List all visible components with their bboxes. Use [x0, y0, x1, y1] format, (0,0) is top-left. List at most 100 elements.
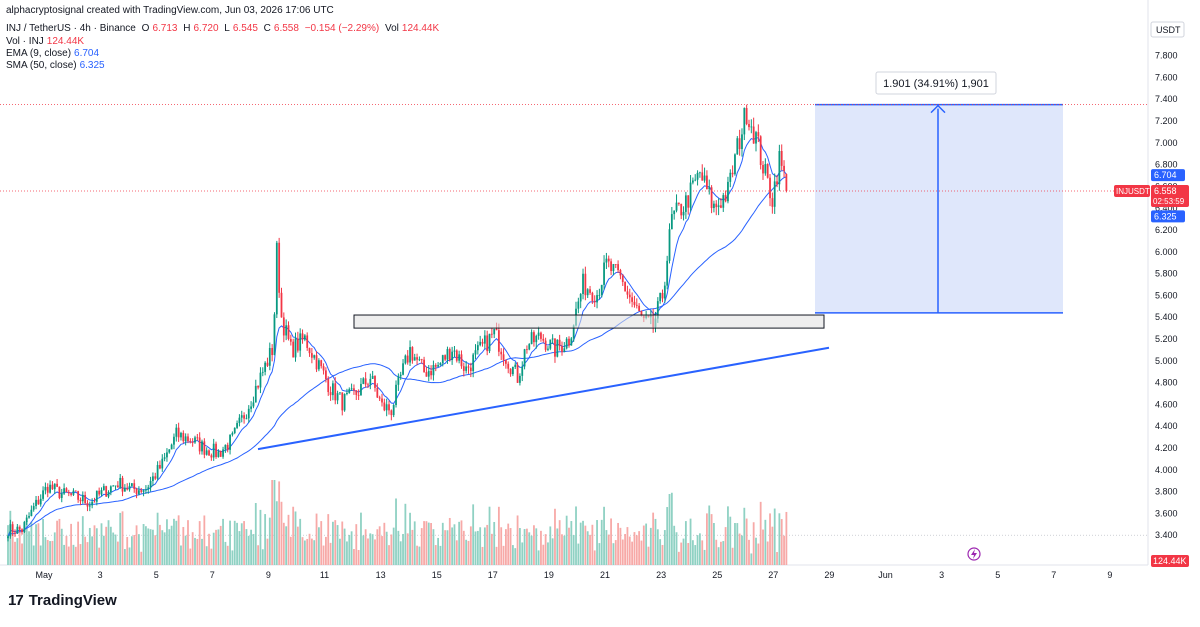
candle-body [39, 498, 42, 505]
candle-body [451, 351, 454, 361]
volume-bar [187, 520, 189, 565]
volume-bar [635, 535, 638, 565]
candle-body [46, 486, 49, 493]
volume-bar [666, 507, 669, 565]
volume-bar [673, 525, 676, 565]
candle-body [729, 172, 732, 182]
brand-name: TradingView [28, 592, 117, 609]
candle-body [778, 150, 781, 185]
volume-bar [147, 528, 150, 565]
volume-bar [734, 523, 736, 565]
candle-body [173, 436, 175, 445]
candle-body [694, 179, 697, 181]
price-tick-label: 5.400 [1155, 312, 1178, 322]
volume-bar [631, 541, 634, 565]
candle-body [105, 486, 108, 497]
volume-bar [303, 540, 306, 565]
candle-body [385, 404, 388, 411]
candle-body [376, 387, 379, 398]
volume-bar [182, 527, 185, 565]
volume-bar [98, 547, 101, 565]
symbol-legend[interactable]: INJ / TetherUS · 4h · Binance O 6.713 H 6.… [6, 23, 440, 34]
volume-bar [360, 512, 362, 565]
candle-body [769, 177, 771, 199]
candle-body [25, 517, 28, 523]
candle-body [476, 345, 479, 351]
candle-body [668, 229, 671, 261]
candle-body [72, 490, 75, 495]
volume-bar [507, 523, 510, 565]
candle-body [325, 370, 327, 380]
volume-bar [121, 511, 124, 565]
volume-bar [757, 543, 760, 565]
ema-legend[interactable]: EMA (9, close) 6.704 [6, 48, 100, 59]
volume-bar [336, 525, 339, 565]
candle-body [439, 363, 442, 366]
volume-bar [593, 550, 596, 565]
candle-body [360, 383, 362, 396]
candle-body [294, 338, 297, 358]
candle-body [780, 150, 783, 166]
candle-body [759, 136, 762, 166]
tradingview-logo[interactable]: 17 TradingView [8, 592, 117, 609]
candle-body [589, 289, 591, 293]
candle-body [383, 402, 386, 411]
candle-body [593, 300, 596, 303]
candle-body [509, 368, 512, 375]
candle-body [217, 451, 220, 457]
symbol-name: INJ / TetherUS · 4h · Binance [6, 23, 136, 34]
candle-body [7, 536, 9, 539]
price-tick-label: 5.200 [1155, 334, 1178, 344]
last-price-badge-bg [1151, 184, 1189, 207]
price-tick-label: 3.800 [1155, 487, 1178, 497]
volume-bar [785, 511, 788, 565]
volume-bar [100, 523, 103, 565]
volume-bar [738, 533, 741, 565]
volume-bar [133, 534, 136, 565]
volume-bar [519, 528, 521, 565]
volume-bar [355, 524, 358, 565]
candle-body [488, 333, 491, 352]
volume-bar [771, 526, 774, 565]
volume-legend[interactable]: Vol · INJ 124.44K [6, 36, 85, 47]
price-tick-label: 7.600 [1155, 72, 1178, 82]
sma-legend[interactable]: SMA (50, close) 6.325 [6, 60, 105, 71]
candle-body [502, 354, 505, 360]
candle-body [523, 349, 526, 367]
candle-body [163, 457, 166, 459]
candle-body [257, 385, 260, 388]
sma-price-badge-bg [1151, 210, 1185, 223]
volume-bar [329, 542, 332, 565]
volume-bar [39, 545, 42, 565]
candle-body [603, 262, 605, 285]
volume-bar [727, 506, 729, 565]
volume-bar [544, 534, 547, 565]
candle-body [514, 364, 517, 368]
candle-body [444, 355, 447, 360]
volume-bar [663, 530, 666, 565]
candle-body [493, 329, 496, 335]
volume-bar [268, 517, 271, 565]
volume-bar [556, 528, 559, 565]
candle-body [121, 477, 124, 492]
time-tick-label: 9 [1107, 570, 1112, 580]
volume-bar [638, 531, 641, 565]
price-tick-label: 4.600 [1155, 399, 1178, 409]
sma-price-badge: 6.325 [1154, 211, 1177, 221]
candle-body [201, 441, 203, 452]
volume-bar [170, 525, 173, 565]
candle-body [631, 297, 634, 302]
volume-bar [549, 526, 552, 565]
candle-body [182, 432, 185, 442]
candle-body [680, 203, 683, 216]
candle-body [374, 375, 376, 388]
volume-bar [107, 520, 110, 565]
candle-body [673, 210, 676, 215]
candle-body [9, 524, 12, 537]
candle-body [18, 526, 21, 530]
volume-bar [659, 539, 662, 565]
candle-body [152, 476, 154, 482]
candle-body [406, 355, 409, 363]
